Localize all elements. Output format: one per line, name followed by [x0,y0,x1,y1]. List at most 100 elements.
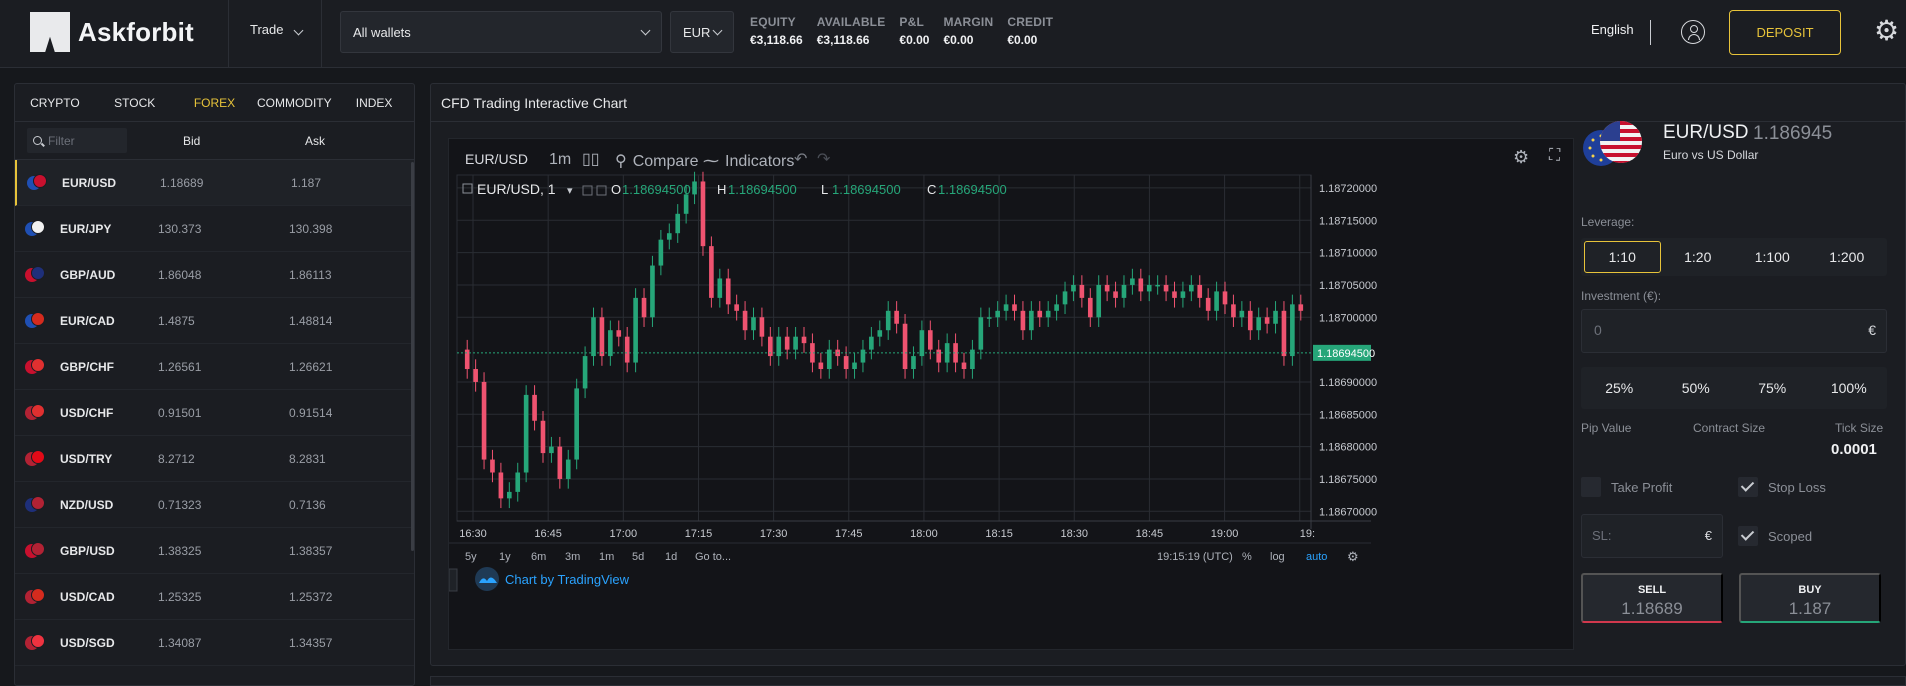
market-bid: 1.18689 [160,175,204,190]
legend-close-icon[interactable] [596,185,607,196]
tab-crypto[interactable]: CRYPTO [30,95,80,110]
price-chart[interactable]: 1.18720000 1.18715000 1.18710000 1.18705000… [449,139,1575,651]
market-list-scrollbar[interactable] [411,162,414,551]
leverage-option[interactable]: 1:100 [1754,249,1790,265]
language-selector[interactable]: English [1591,22,1634,37]
candle-body [995,310,1000,318]
leverage-option[interactable]: 1:200 [1829,249,1865,265]
divider [321,0,322,68]
tab-index[interactable]: INDEX [355,95,393,110]
currency-select[interactable]: EUR [670,11,734,53]
market-bid: 1.34087 [158,635,202,650]
side-panel-toggle[interactable] [449,568,458,592]
percent-button[interactable]: 100% [1830,380,1867,396]
market-row[interactable]: USD/CAD 1.25325 1.25372 [15,574,414,620]
leverage-option[interactable]: 1:10 [1584,241,1661,273]
candle-body [1298,304,1304,311]
tab-stock[interactable]: STOCK [114,95,156,110]
market-row[interactable]: USD/TRY 8.2712 8.2831 [15,436,414,482]
y-tick-label: 1.18710000 [1319,248,1377,260]
fullscreen-icon[interactable]: ⛶ [1549,147,1561,164]
market-row[interactable]: GBP/USD 1.38325 1.38357 [15,528,414,574]
tradingview-watermark: Chart by TradingView [505,572,630,587]
candle-body [1012,304,1017,311]
chart-interval-button[interactable]: 1m [549,151,572,168]
chart-panel: CFD Trading Interactive Chart EUR/USD 1m… [430,83,1906,666]
stop-loss-input[interactable] [1592,528,1682,543]
market-row[interactable]: USD/CHF 0.91501 0.91514 [15,390,414,436]
candlestick-style-icon[interactable]: ▯▯ [582,151,600,168]
trade-menu[interactable]: Trade [250,22,304,37]
currency-pair-flag-icon [25,404,45,422]
buy-label: BUY [1798,584,1822,596]
range-button: 1y [499,551,511,563]
sell-button[interactable]: SELL 1.18689 [1581,573,1723,623]
collapse-legend-icon[interactable] [462,183,473,194]
chart-clock: 19:15:19 (UTC) [1157,551,1233,563]
stop-loss-checkbox[interactable] [1738,477,1758,497]
account-stat-label: P&L [899,15,925,29]
market-row[interactable]: NZD/USD 0.71323 0.7136 [15,482,414,528]
compare-button[interactable]: ⚲ Compare [615,151,699,171]
brand-logo[interactable]: Askforbit [30,12,194,52]
y-tick-label: 1.18690000 [1319,377,1377,389]
chart-symbol-button[interactable]: EUR/USD [465,151,529,167]
redo-icon[interactable]: ↷ [817,151,831,168]
investment-field[interactable]: € [1581,309,1887,353]
market-symbol: USD/TRY [60,451,113,466]
legend-dropdown-icon[interactable]: ▾ [567,185,573,197]
market-row[interactable]: GBP/AUD 1.86048 1.86113 [15,252,414,298]
brand-logo-mark [30,12,70,52]
candle-body [616,330,622,337]
wallet-select[interactable]: All wallets [340,11,662,53]
market-row[interactable]: USD/SGD 1.34087 1.34357 [15,620,414,666]
percent-button[interactable]: 75% [1758,380,1787,396]
chevron-down-icon [293,25,304,36]
take-profit-checkbox[interactable] [1581,477,1601,497]
undo-icon[interactable]: ↶ [794,151,808,168]
candle-body [1113,291,1118,298]
currency-pair-flag-icon [25,266,45,284]
sell-price: 1.18689 [1621,599,1683,618]
tab-commodity[interactable]: COMMODITY [256,95,332,110]
candle-body [877,330,883,337]
scoped-label: Scoped [1768,529,1813,544]
tab-forex[interactable]: FOREX [193,95,236,110]
filter-field[interactable] [27,128,127,153]
filter-input[interactable] [48,133,118,148]
trade-menu-label: Trade [250,22,284,37]
deposit-button[interactable]: DEPOSIT [1729,10,1841,55]
settings-gear-icon[interactable]: ⚙ [1874,15,1900,46]
market-row[interactable]: GBP/CHF 1.26561 1.26621 [15,344,414,390]
candle-body [1062,291,1068,305]
scale-option-button: log [1270,551,1285,563]
currency-pair-flag-icon [25,542,45,560]
leverage-option[interactable]: 1:20 [1684,249,1712,265]
candle-body [1003,304,1009,311]
percent-button[interactable]: 50% [1681,380,1710,396]
candle-body [970,349,975,370]
investment-input[interactable] [1594,322,1834,338]
candle-body [978,317,984,350]
candle-body [709,246,714,298]
market-row[interactable]: EUR/CAD 1.4875 1.48814 [15,298,414,344]
stop-loss-field[interactable]: € [1581,514,1723,558]
market-bid: 1.26561 [158,359,202,374]
candle-body [869,336,874,350]
market-category-tabs: CRYPTO STOCK FOREX COMMODITY INDEX [15,84,414,122]
market-row[interactable]: EUR/USD 1.18689 1.187 [15,160,414,206]
legend-settings-icon[interactable] [582,185,593,196]
market-symbol: EUR/USD [62,175,117,190]
divider [1650,20,1651,45]
trade-pair-description: Euro vs US Dollar [1663,148,1759,162]
candle-body [1264,317,1270,324]
buy-button[interactable]: BUY 1.187 [1739,573,1881,623]
scoped-checkbox[interactable] [1738,526,1758,546]
candle-body [725,278,731,305]
user-account-icon[interactable] [1681,20,1705,44]
market-row[interactable]: EUR/JPY 130.373 130.398 [15,206,414,252]
chart-settings-gear-icon[interactable]: ⚙ [1513,147,1530,167]
percent-button[interactable]: 25% [1605,380,1634,396]
axis-settings-gear-icon[interactable]: ⚙ [1347,550,1359,565]
indicators-button[interactable]: ⁓ Indicators [703,151,794,171]
